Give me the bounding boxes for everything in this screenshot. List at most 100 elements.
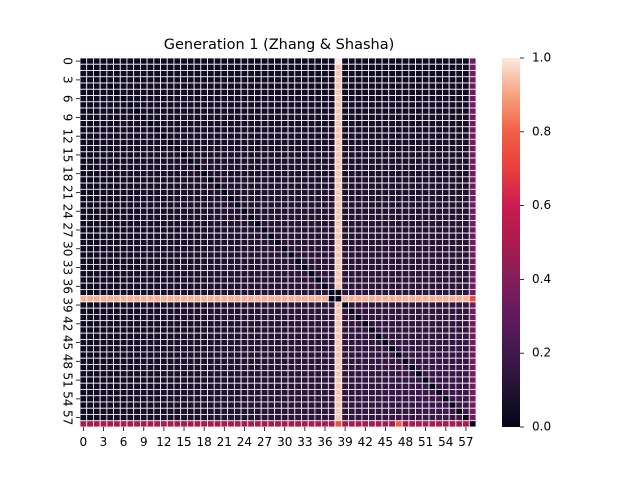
heatmap-cell xyxy=(388,320,396,328)
heatmap-cell xyxy=(294,120,302,128)
heatmap-cell xyxy=(334,113,343,121)
heatmap-cell xyxy=(381,345,390,353)
heatmap-cell xyxy=(455,138,463,146)
heatmap-cell xyxy=(207,238,215,247)
heatmap-cell xyxy=(186,201,195,209)
heatmap-cell xyxy=(468,295,477,303)
heatmap-cell xyxy=(173,238,182,247)
heatmap-cell xyxy=(381,376,390,384)
heatmap-cell xyxy=(86,138,94,146)
heatmap-cell xyxy=(254,282,262,290)
heatmap-cell xyxy=(93,220,101,228)
heatmap-cell xyxy=(240,257,249,265)
heatmap-cell xyxy=(314,314,323,322)
heatmap-cell xyxy=(374,95,383,103)
heatmap-cell xyxy=(153,188,161,196)
heatmap-cell xyxy=(267,389,276,397)
heatmap-cell xyxy=(173,145,182,153)
heatmap-cell xyxy=(180,101,188,109)
heatmap-cell xyxy=(442,95,450,103)
heatmap-cell xyxy=(348,314,356,322)
heatmap-cell xyxy=(408,257,416,265)
heatmap-cell xyxy=(207,270,215,278)
heatmap-cell xyxy=(233,314,242,322)
heatmap-cell xyxy=(408,232,416,240)
heatmap-cell xyxy=(415,307,423,315)
heatmap-cell xyxy=(113,295,121,303)
heatmap-cell xyxy=(173,345,182,353)
heatmap-cell xyxy=(435,82,443,90)
heatmap-cell xyxy=(428,364,437,372)
heatmap-cell xyxy=(368,370,376,378)
heatmap-cell xyxy=(207,320,215,328)
heatmap-cell xyxy=(327,407,336,415)
heatmap-cell xyxy=(415,326,423,334)
heatmap-cell xyxy=(240,176,249,184)
heatmap-cell xyxy=(133,295,141,303)
heatmap-cell xyxy=(455,182,463,190)
heatmap-cell xyxy=(133,301,141,309)
heatmap-cell xyxy=(233,95,242,103)
heatmap-cell xyxy=(374,420,383,428)
heatmap-cell xyxy=(462,107,470,115)
heatmap-cell xyxy=(160,407,168,415)
heatmap-cell xyxy=(146,320,155,328)
heatmap-cell xyxy=(408,251,416,259)
heatmap-cell xyxy=(93,263,101,272)
heatmap-cell xyxy=(374,345,383,353)
heatmap-cell xyxy=(381,101,390,109)
heatmap-cell xyxy=(260,382,269,390)
heatmap-cell xyxy=(247,163,255,171)
heatmap-cell xyxy=(220,295,229,303)
heatmap-cell xyxy=(233,220,242,228)
heatmap-cell xyxy=(321,345,329,353)
heatmap-cell xyxy=(280,82,289,90)
heatmap-cell xyxy=(227,395,235,403)
heatmap-cell xyxy=(455,232,463,240)
heatmap-cell xyxy=(442,226,450,234)
heatmap-cell xyxy=(113,251,121,259)
heatmap-cell xyxy=(287,201,296,209)
heatmap-cell xyxy=(435,414,443,422)
heatmap-cell xyxy=(220,407,229,415)
heatmap-cell xyxy=(395,357,403,365)
heatmap-cell xyxy=(294,270,302,278)
heatmap-cell xyxy=(401,339,410,347)
heatmap-cell xyxy=(146,207,155,215)
heatmap-cell xyxy=(140,101,148,109)
heatmap-cell xyxy=(462,320,470,328)
heatmap-cell xyxy=(280,70,289,78)
heatmap-cell xyxy=(374,132,383,140)
heatmap-cell xyxy=(86,357,94,365)
heatmap-cell xyxy=(280,251,289,259)
heatmap-cell xyxy=(448,113,457,121)
heatmap-cell xyxy=(166,263,175,272)
heatmap-cell xyxy=(193,145,202,153)
heatmap-cell xyxy=(408,270,416,278)
heatmap-cell xyxy=(401,188,410,196)
heatmap-cell xyxy=(126,376,135,384)
heatmap-cell xyxy=(119,107,128,115)
heatmap-cell xyxy=(260,314,269,322)
heatmap-cell xyxy=(401,120,410,128)
heatmap-cell xyxy=(160,101,168,109)
heatmap-cell xyxy=(321,257,329,265)
heatmap-cell xyxy=(173,163,182,171)
heatmap-cell xyxy=(462,276,470,284)
heatmap-cell xyxy=(260,420,269,428)
heatmap-cell xyxy=(401,376,410,384)
heatmap-cell xyxy=(213,245,222,253)
heatmap-cell xyxy=(301,120,309,128)
heatmap-cell xyxy=(395,389,403,397)
heatmap-cell xyxy=(455,63,463,71)
heatmap-cell xyxy=(294,389,302,397)
heatmap-cell xyxy=(381,113,390,121)
heatmap-cell xyxy=(354,339,363,347)
heatmap-cell xyxy=(280,88,289,96)
heatmap-cell xyxy=(220,314,229,322)
heatmap-cell xyxy=(301,401,309,409)
heatmap-cell xyxy=(227,138,235,146)
heatmap-cell xyxy=(113,157,121,165)
heatmap-cell xyxy=(106,232,114,240)
